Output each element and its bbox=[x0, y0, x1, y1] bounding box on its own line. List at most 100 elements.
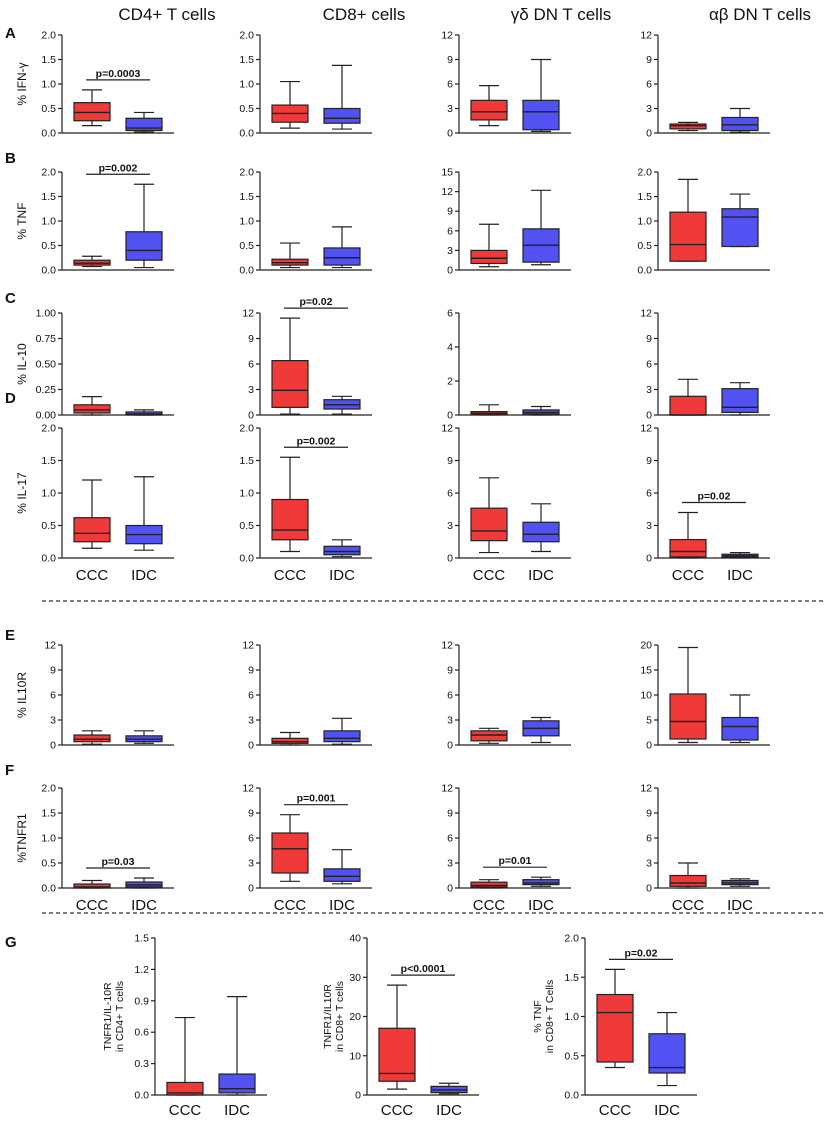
charts-layer: 0.0 0.5 1.0 1.5 2.0 % IFN-γ p=0.0003 0.0 0.5 1.0 1… bbox=[15, 30, 770, 1119]
chart-b-7-ytick-label-1: 0.5 bbox=[637, 240, 652, 252]
chart-b-6: 0 3 6 9 12 15 bbox=[441, 167, 571, 277]
chart-c-9-ccc-box bbox=[271, 360, 309, 408]
chart-g-25-ytick-label-2: 20 bbox=[349, 1011, 361, 1023]
chart-c-9-ytick-label-3: 9 bbox=[248, 333, 254, 345]
chart-f-22-ccc-box bbox=[470, 881, 508, 888]
chart-g-25-ytick-label-0: 0 bbox=[355, 1090, 361, 1102]
chart-f-21-ytick-label-3: 9 bbox=[248, 808, 254, 820]
chart-e-16-ytick-label-0: 0 bbox=[50, 740, 56, 752]
chart-b-7: 0.0 0.5 1.0 1.5 2.0 bbox=[637, 167, 770, 277]
chart-e-19-ytick-label-4: 20 bbox=[640, 640, 652, 652]
panel-label-b: B bbox=[5, 150, 16, 167]
chart-e-19-idc-box bbox=[721, 716, 759, 741]
chart-g-24-ytick-label-0: 0.0 bbox=[134, 1090, 149, 1102]
chart-g-24-ytick-label-5: 1.5 bbox=[134, 933, 149, 945]
panel-label-g: G bbox=[5, 934, 17, 951]
chart-d-14-ytick-label-3: 9 bbox=[447, 455, 453, 467]
chart-f-22: 0 3 6 9 12 CCC IDC p=0.01 bbox=[441, 783, 571, 914]
chart-g-25-ytick-label-4: 40 bbox=[349, 933, 361, 945]
chart-g-25-ytick-label-1: 10 bbox=[349, 1050, 361, 1062]
chart-b-4-pvalue: p=0.002 bbox=[99, 162, 138, 174]
chart-f-22-xlabel-ccc: CCC bbox=[473, 897, 506, 914]
chart-f-23-xlabel-idc: IDC bbox=[727, 897, 753, 914]
chart-d-14-xlabel-idc: IDC bbox=[528, 567, 554, 584]
chart-a-0-ytick-label-4: 2.0 bbox=[41, 30, 56, 42]
chart-c-8-ytick-label-0: 0.00 bbox=[36, 410, 57, 422]
chart-f-23-ytick-label-3: 9 bbox=[646, 808, 652, 820]
chart-b-7-idc-box bbox=[721, 208, 759, 248]
chart-c-11-ytick-label-1: 3 bbox=[646, 384, 652, 396]
chart-d-15-ccc-box bbox=[669, 538, 707, 558]
chart-b-6-ccc-box bbox=[470, 249, 508, 265]
chart-d-13-ytick-label-4: 2.0 bbox=[239, 423, 254, 435]
chart-e-17-ytick-label-1: 3 bbox=[248, 715, 254, 727]
chart-f-22-idc-box bbox=[522, 879, 560, 886]
chart-e-18-ytick-label-4: 12 bbox=[441, 640, 453, 652]
chart-b-5-idc-box bbox=[323, 247, 361, 266]
chart-g-26-ytick-label-0: 0.0 bbox=[564, 1090, 579, 1102]
chart-a-2-ytick-label-0: 0 bbox=[447, 128, 453, 140]
chart-e-17-ytick-label-2: 6 bbox=[248, 690, 254, 702]
chart-f-23-ytick-label-2: 6 bbox=[646, 833, 652, 845]
chart-d-13-pvalue: p=0.002 bbox=[297, 435, 336, 447]
chart-e-16-ccc-box bbox=[73, 734, 111, 743]
chart-g-25-ylabel-1: in CD8+ T cells bbox=[334, 981, 346, 1052]
chart-e-16-ytick-label-1: 3 bbox=[50, 715, 56, 727]
chart-d-14-ytick-label-0: 0 bbox=[447, 553, 453, 565]
chart-a-3-ccc-box bbox=[669, 123, 707, 130]
chart-b-4-idc-box bbox=[125, 231, 163, 261]
chart-d-15-ytick-label-4: 12 bbox=[640, 423, 652, 435]
chart-c-8-ytick-label-2: 0.50 bbox=[36, 359, 57, 371]
chart-d-12-ytick-label-4: 2.0 bbox=[41, 423, 56, 435]
chart-b-6-ytick-label-2: 6 bbox=[447, 225, 453, 237]
chart-f-20-ytick-label-1: 0.5 bbox=[41, 858, 56, 870]
chart-f-21-ytick-label-1: 3 bbox=[248, 858, 254, 870]
chart-f-22-ytick-label-4: 12 bbox=[441, 783, 453, 795]
chart-a-2-ccc-box bbox=[470, 99, 508, 121]
chart-g-24-ylabel-1: in CD4+ T cells bbox=[114, 981, 126, 1052]
chart-b-4-ytick-label-2: 1.0 bbox=[41, 216, 56, 228]
chart-a-0-ytick-label-2: 1.0 bbox=[41, 79, 56, 91]
chart-b-6-ytick-label-1: 3 bbox=[447, 245, 453, 257]
chart-g-26-ytick-label-4: 2.0 bbox=[564, 933, 579, 945]
chart-g-26-ylabel-1: in CD8+ T Cells bbox=[544, 980, 556, 1053]
chart-c-11-ytick-label-4: 12 bbox=[640, 308, 652, 320]
chart-g-25-xlabel-idc: IDC bbox=[436, 1102, 462, 1119]
chart-c-8-ytick-label-1: 0.25 bbox=[36, 384, 57, 396]
chart-a-2-ytick-label-4: 12 bbox=[441, 30, 453, 42]
chart-d-14-ytick-label-2: 6 bbox=[447, 488, 453, 500]
chart-d-12-ytick-label-2: 1.0 bbox=[41, 488, 56, 500]
chart-e-19-ytick-label-1: 5 bbox=[646, 715, 652, 727]
chart-f-21-idc-box bbox=[323, 868, 361, 882]
chart-g-24-xlabel-idc: IDC bbox=[224, 1102, 250, 1119]
chart-b-4-ytick-label-1: 0.5 bbox=[41, 240, 56, 252]
chart-f-20-pvalue: p=0.03 bbox=[102, 856, 135, 868]
chart-a-2-idc-box bbox=[522, 99, 560, 131]
chart-c-10-ytick-label-0: 0 bbox=[447, 410, 453, 422]
chart-e-18-ytick-label-1: 3 bbox=[447, 715, 453, 727]
chart-f-20-ylabel: %TNFR1 bbox=[15, 813, 29, 863]
chart-g-25: 0 10 20 30 40 TNFR1/IL10R in CD8+ T cells CCC ID… bbox=[322, 933, 479, 1119]
chart-c-9-ytick-label-0: 0 bbox=[248, 410, 254, 422]
chart-a-0-pvalue: p=0.0003 bbox=[96, 68, 141, 80]
chart-a-3-ytick-label-2: 6 bbox=[646, 79, 652, 91]
chart-g-24-idc-box bbox=[218, 1073, 256, 1094]
chart-g-26-ytick-label-3: 1.5 bbox=[564, 972, 579, 984]
chart-e-17-ytick-label-4: 12 bbox=[242, 640, 254, 652]
chart-a-3: 0 3 6 9 12 bbox=[640, 30, 770, 140]
chart-d-15-pvalue: p=0.02 bbox=[698, 491, 731, 503]
chart-c-11: 0 3 6 9 12 bbox=[640, 308, 770, 422]
column-title-ab: αβ DN T cells bbox=[709, 5, 811, 24]
chart-c-9: 0 3 6 9 12 p=0.02 bbox=[242, 296, 372, 422]
chart-d-14-ytick-label-1: 3 bbox=[447, 520, 453, 532]
panel-label-f: F bbox=[5, 762, 14, 779]
chart-b-6-ytick-label-0: 0 bbox=[447, 265, 453, 277]
chart-d-13-ytick-label-2: 1.0 bbox=[239, 488, 254, 500]
chart-b-4-ytick-label-0: 0.0 bbox=[41, 265, 56, 277]
chart-f-20-ytick-label-4: 2.0 bbox=[41, 783, 56, 795]
chart-g-25-ytick-label-3: 30 bbox=[349, 972, 361, 984]
chart-d-14-ytick-label-4: 12 bbox=[441, 423, 453, 435]
chart-g-26-idc-box bbox=[648, 1033, 686, 1074]
chart-c-8-ccc-box bbox=[73, 404, 111, 414]
chart-d-13: 0.0 0.5 1.0 1.5 2.0 CCC IDC p=0.002 bbox=[239, 423, 372, 584]
